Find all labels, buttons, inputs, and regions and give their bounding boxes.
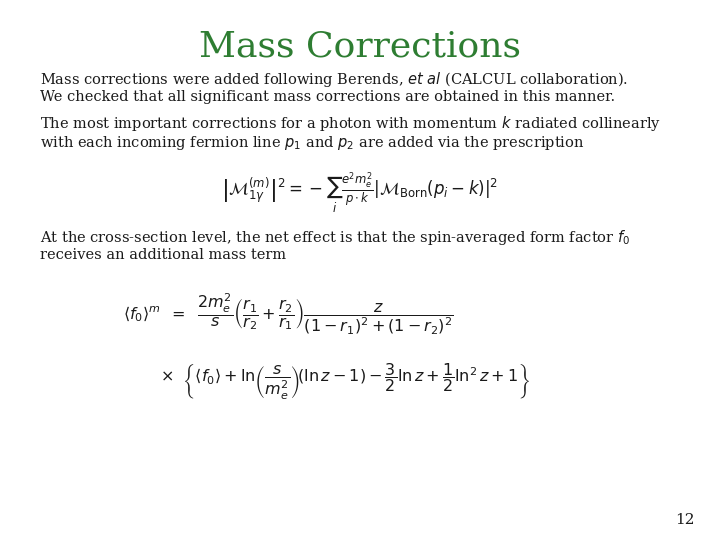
Text: At the cross-section level, the net effect is that the spin-averaged form factor: At the cross-section level, the net effe… bbox=[40, 228, 630, 247]
Text: 12: 12 bbox=[675, 512, 695, 526]
Text: Mass corrections were added following Berends, $et\ al$ (CALCUL collaboration).: Mass corrections were added following Be… bbox=[40, 70, 628, 89]
Text: We checked that all significant mass corrections are obtained in this manner.: We checked that all significant mass cor… bbox=[40, 90, 615, 104]
Text: $\langle f_0 \rangle^m \;\; = \;\; \dfrac{2m_e^2}{s} \left(\dfrac{r_1}{r_2} + \d: $\langle f_0 \rangle^m \;\; = \;\; \dfra… bbox=[122, 292, 454, 337]
Text: $\left|\mathcal{M}_{1\gamma}^{(m)}\right|^2 = -\sum_i \frac{e^2 m_e^2}{p \cdot k: $\left|\mathcal{M}_{1\gamma}^{(m)}\right… bbox=[222, 170, 498, 215]
Text: receives an additional mass term: receives an additional mass term bbox=[40, 248, 286, 262]
Text: with each incoming fermion line $p_1$ and $p_2$ are added via the prescription: with each incoming fermion line $p_1$ an… bbox=[40, 134, 584, 152]
Text: Mass Corrections: Mass Corrections bbox=[199, 30, 521, 64]
Text: The most important corrections for a photon with momentum $k$ radiated collinear: The most important corrections for a pho… bbox=[40, 114, 661, 133]
Text: $\times \;\; \left\{ \langle f_0 \rangle + \ln\!\left(\dfrac{s}{m_e^2}\right)\!\: $\times \;\; \left\{ \langle f_0 \rangle… bbox=[161, 362, 531, 402]
